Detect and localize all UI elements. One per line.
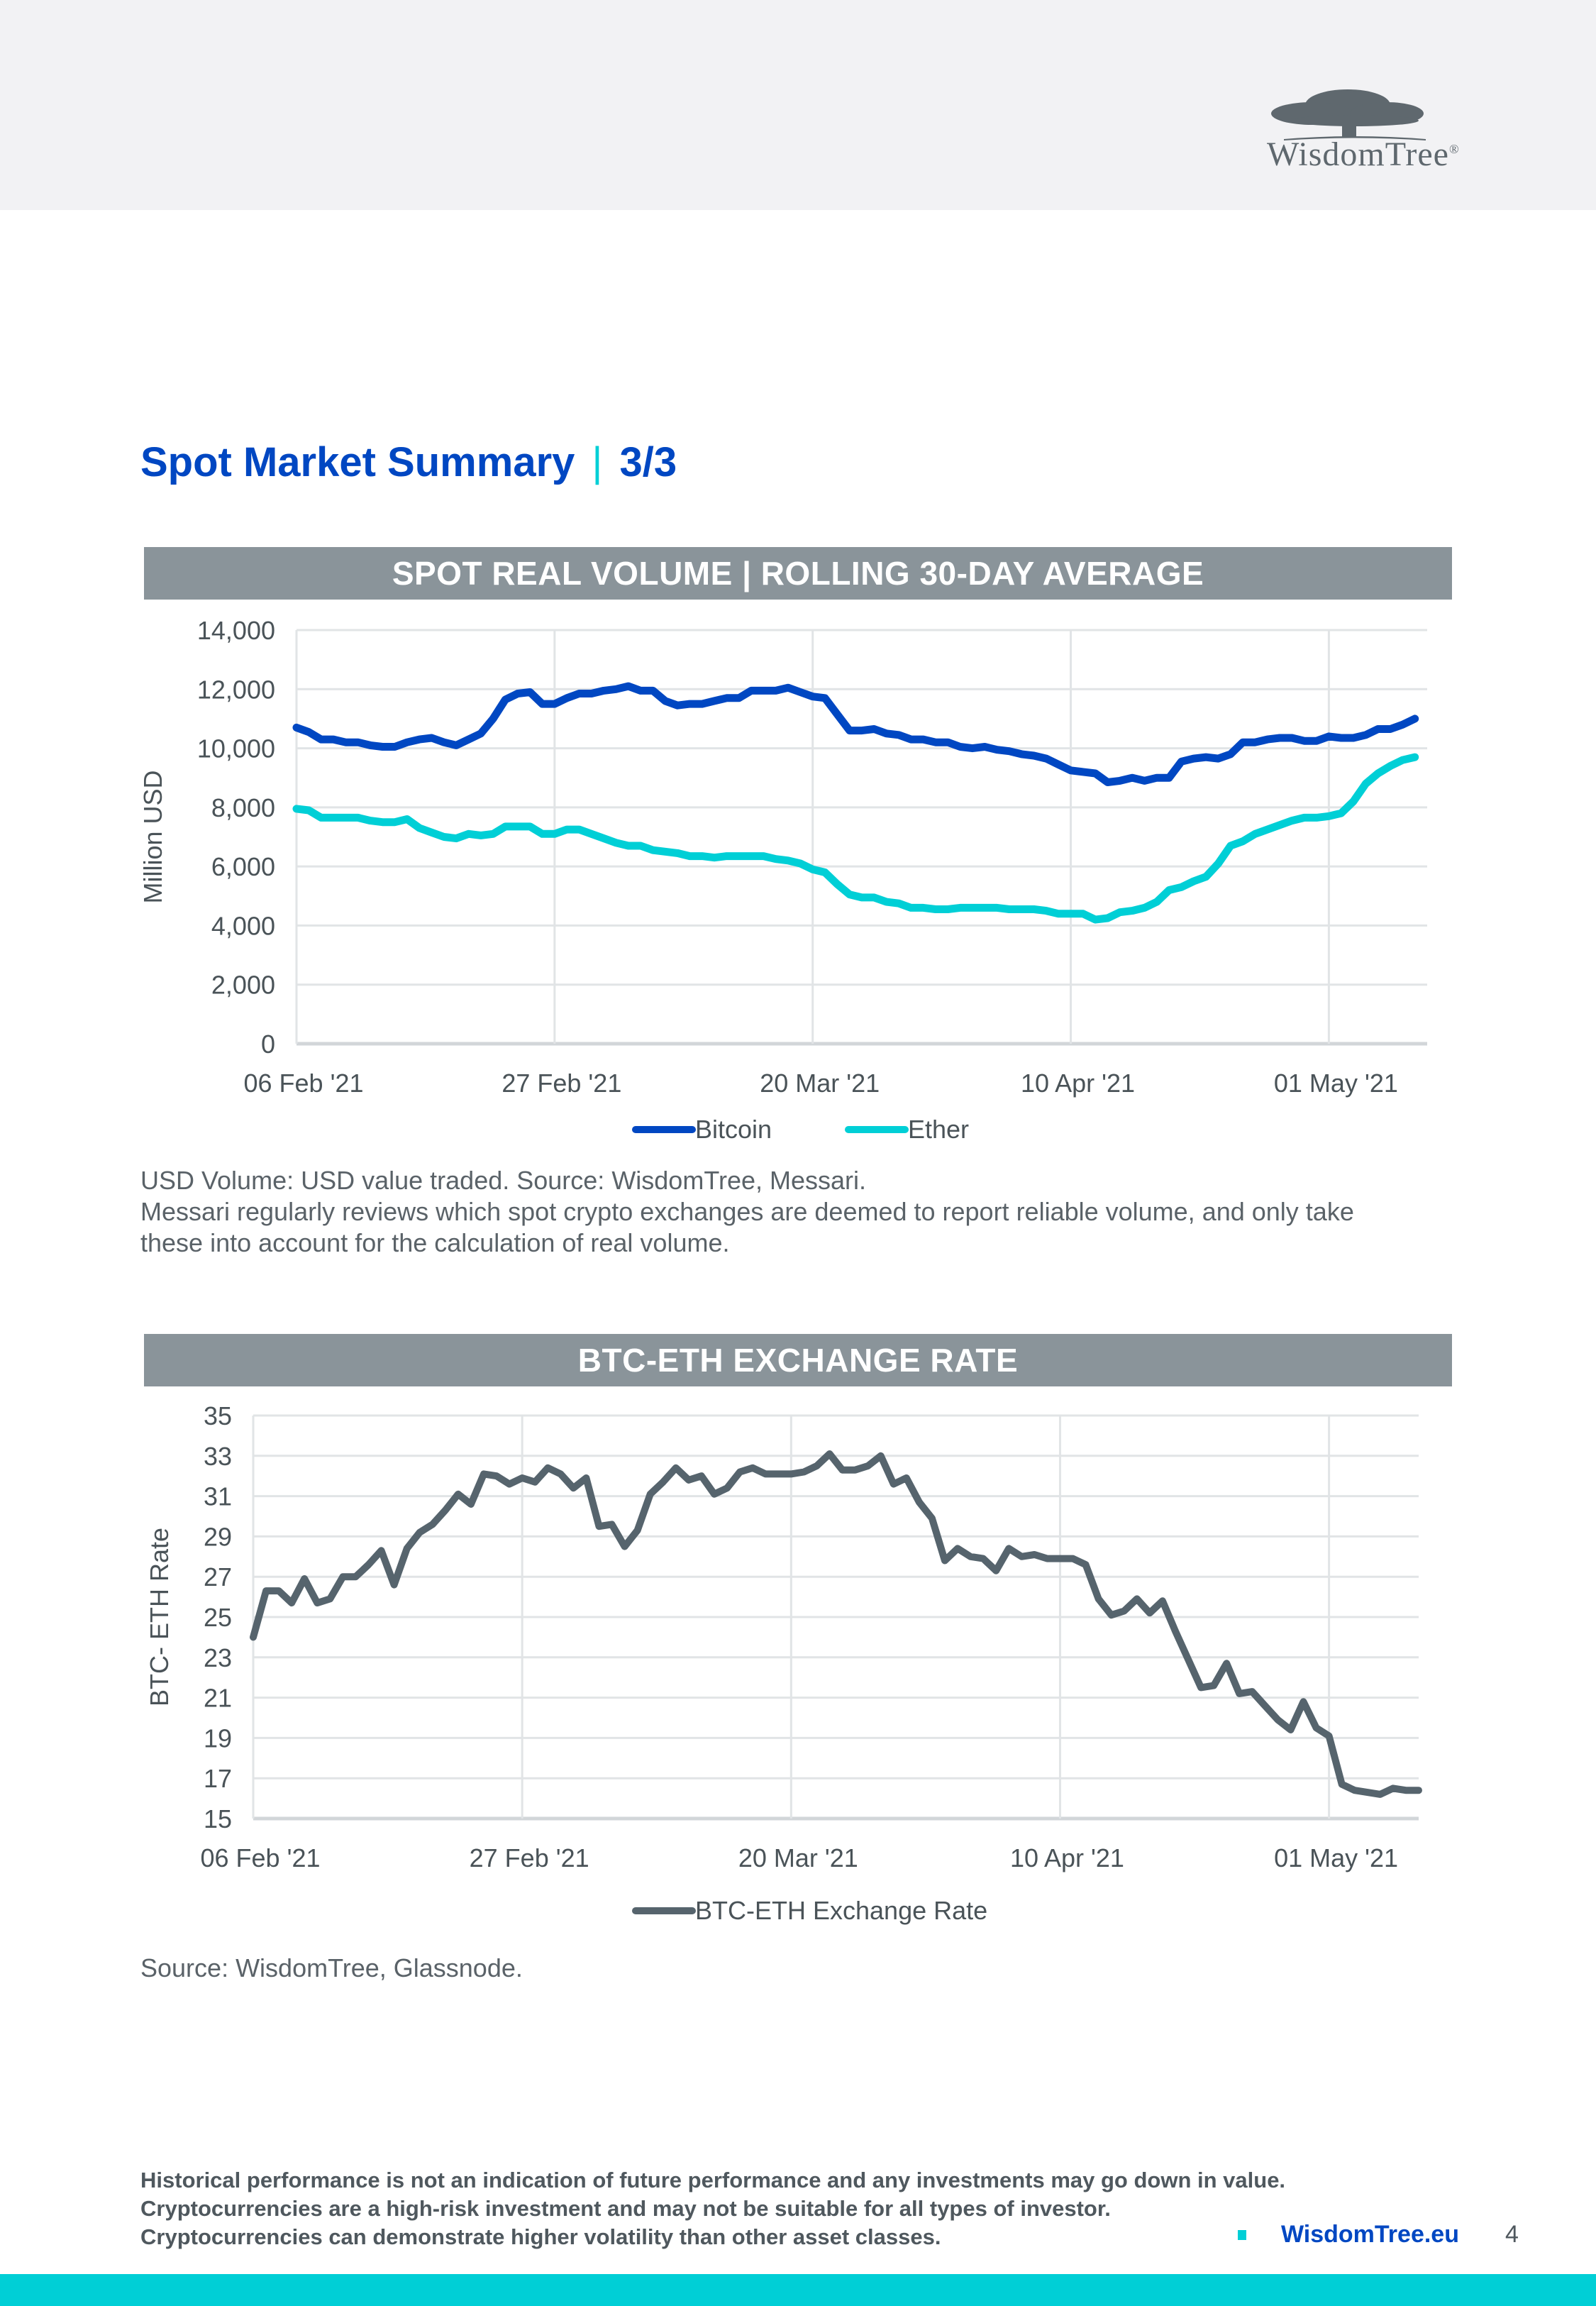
x-tick-label: 20 Mar '21 [738, 1843, 858, 1872]
chart1-title: SPOT REAL VOLUME | ROLLING 30-DAY AVERAG… [144, 547, 1452, 600]
y-tick-label: 19 [204, 1723, 232, 1753]
y-tick-label: 10,000 [197, 734, 275, 763]
x-tick-label: 27 Feb '21 [501, 1069, 621, 1098]
y-axis-label: BTC- ETH Rate [145, 1528, 174, 1706]
y-tick-label: 23 [204, 1643, 232, 1672]
spot-volume-chart: 0 2,000 4,000 6,000 8,000 10,000 12,000 14,000 0… [138, 616, 1427, 1144]
legend-label: Bitcoin [695, 1115, 772, 1144]
y-tick-label: 33 [204, 1442, 232, 1471]
series-line-ether [292, 753, 1419, 924]
y-tick-label: 31 [204, 1482, 232, 1511]
y-tick-label: 4,000 [211, 911, 275, 940]
series-line-bitcoin [292, 682, 1419, 786]
y-tick-label: 6,000 [211, 852, 275, 881]
chart1-methodology-note-cont: these into account for the calculation o… [140, 1228, 730, 1257]
title-separator: | [592, 439, 603, 485]
chart1-methodology-note: Messari regularly reviews which spot cry… [140, 1197, 1354, 1226]
y-tick-label: 8,000 [211, 793, 275, 822]
page-title: Spot Market Summary | 3/3 [140, 438, 677, 486]
x-tick-label: 20 Mar '21 [760, 1069, 880, 1098]
wisdomtree-tree-icon [1271, 89, 1426, 140]
y-tick-label: 12,000 [197, 675, 275, 704]
btc-eth-rate-chart: 15 17 19 21 23 25 27 29 31 33 35 06 Feb '21 27 Feb '… [145, 1401, 1422, 1925]
x-tick-label: 10 Apr '21 [1021, 1069, 1135, 1098]
brand-name: WisdomTree [1267, 136, 1449, 173]
y-tick-label: 17 [204, 1764, 232, 1793]
website-link[interactable]: WisdomTree.eu [1281, 2221, 1459, 2248]
page-title-text: Spot Market Summary [140, 439, 575, 485]
x-tick-label: 06 Feb '21 [201, 1843, 321, 1872]
y-tick-label: 14,000 [197, 616, 275, 645]
y-tick-label: 25 [204, 1603, 232, 1632]
x-tick-label: 01 May '21 [1274, 1069, 1398, 1098]
y-tick-label: 27 [204, 1562, 232, 1591]
page-part-indicator: 3/3 [619, 439, 677, 485]
y-tick-label: 0 [261, 1030, 275, 1059]
y-axis-label: Million USD [138, 770, 167, 903]
registered-mark: ® [1448, 142, 1460, 156]
page-number: 4 [1505, 2221, 1519, 2248]
x-tick-label: 10 Apr '21 [1010, 1843, 1124, 1872]
chart2-title: BTC-ETH EXCHANGE RATE [144, 1334, 1452, 1386]
legend-label: Ether [908, 1115, 969, 1144]
brand-logo-text: WisdomTree® [1267, 135, 1460, 174]
legend-label: BTC-ETH Exchange Rate [695, 1896, 987, 1925]
x-tick-label: 01 May '21 [1274, 1843, 1398, 1872]
y-tick-label: 15 [204, 1804, 232, 1833]
y-tick-label: 21 [204, 1684, 232, 1713]
chart1-source-note: USD Volume: USD value traded. Source: Wi… [140, 1166, 867, 1195]
footer-accent-bar [0, 2274, 1596, 2306]
chart1-notes: USD Volume: USD value traded. Source: Wi… [140, 1165, 1354, 1259]
disclaimer-line: Cryptocurrencies can demonstrate higher … [140, 2224, 941, 2249]
y-tick-label: 2,000 [211, 971, 275, 1000]
chart2-source-note: Source: WisdomTree, Glassnode. [140, 1953, 523, 1982]
y-tick-label: 29 [204, 1522, 232, 1551]
disclaimer-line: Historical performance is not an indicat… [140, 2168, 1286, 2192]
disclaimer: Historical performance is not an indicat… [140, 2166, 1285, 2251]
disclaimer-line: Cryptocurrencies are a high-risk investm… [140, 2196, 1111, 2221]
series-line-btc-eth-exchange-rate [250, 1450, 1422, 1798]
x-tick-label: 27 Feb '21 [470, 1843, 589, 1872]
x-tick-label: 06 Feb '21 [244, 1069, 364, 1098]
footer-bullet-icon [1238, 2230, 1246, 2240]
y-tick-label: 35 [204, 1401, 232, 1430]
